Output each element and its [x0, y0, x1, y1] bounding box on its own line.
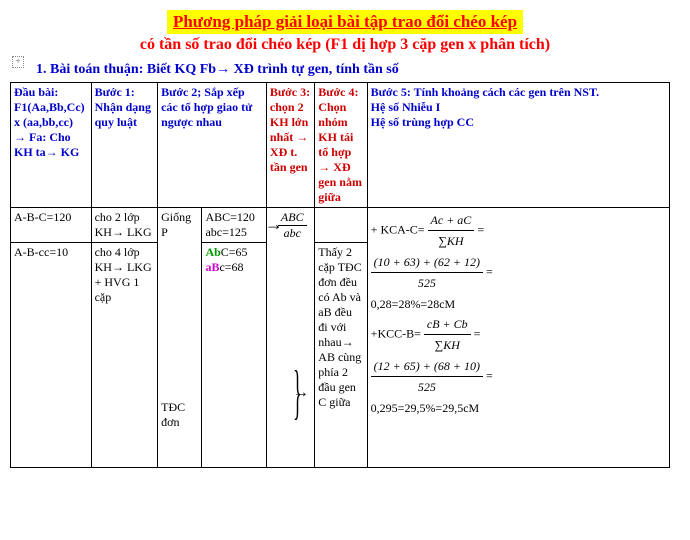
kca-result: 0,28=28%=28cM — [371, 294, 666, 314]
r1c2b: ABC=120 abc=125 — [202, 208, 266, 243]
hdr-c5b: Hệ số trùng hợp CC — [371, 115, 474, 129]
hdr-c0: Đầu bài: F1(Aa,Bb,Cc) x (aa,bb,cc) → Fa:… — [11, 83, 92, 208]
kca-exp-top: (10 + 63) + (62 + 12) — [371, 252, 483, 273]
r1c0: A-B-C=120 — [11, 208, 92, 243]
hdr-c5: Bước 5: Tính khoảng cách các gen trên NS… — [367, 83, 669, 208]
calc-cell: + KCA-C= Ac + aC ∑KH = (10 + 63) + (62 +… — [367, 208, 669, 468]
tdc-label: TĐC đơn — [161, 400, 185, 429]
kcc-den: ∑KH — [424, 335, 471, 355]
subtitle: 1. Bài toán thuận: Biết KQ Fb→ XĐ trình … — [10, 60, 680, 82]
hdr-c1: Bước 1: Nhận dạng quy luật — [91, 83, 158, 208]
same-p-label: Giống P — [161, 210, 191, 239]
r1c4-empty — [315, 208, 367, 243]
r2c0: A-B-cc=10 — [11, 243, 92, 468]
kcc-num: cB + Cb — [424, 314, 471, 335]
r1c1: cho 2 lớp KH→ LKG — [91, 208, 158, 243]
hdr-c4: Bước 4: Chọn nhóm KH tái tổ hợp → XĐ gen… — [315, 83, 367, 208]
kcc-result: 0,295=29,5%=29,5cM — [371, 398, 666, 418]
r1c2a: Giống P TĐC đơn — [158, 208, 202, 468]
kca-num: Ac + aC — [428, 210, 475, 231]
hdr-c2: Bước 2; Sắp xếp các tổ hợp giao tử ngược… — [158, 83, 267, 208]
hdr-c3: Bước 3: chọn 2 KH lớn nhất → XĐ t. tần g… — [266, 83, 314, 208]
abc125: abc=125 — [205, 225, 246, 239]
val65: C=65 — [221, 245, 248, 259]
kcc-exp-bot: 525 — [371, 377, 483, 397]
kcc-label: +KCC-B= — [371, 327, 421, 341]
kca-den: ∑KH — [428, 231, 475, 251]
title-line2: có tần số trao đổi chéo kép (F1 dị hợp 3… — [10, 34, 680, 60]
abc120: ABC=120 — [205, 210, 254, 224]
hdr-c5a: Hệ số Nhiễu I — [371, 100, 441, 114]
r2c4: Thấy 2 cặp TĐC đơn đều có Ab và aB đều đ… — [315, 243, 367, 468]
kcc-exp-top: (12 + 65) + (68 + 10) — [371, 356, 483, 377]
val68: c=68 — [219, 260, 243, 274]
method-table: Đầu bài: F1(Aa,Bb,Cc) x (aa,bb,cc) → Fa:… — [10, 82, 670, 468]
r2c2b: AbC=65 aBc=68 — [202, 243, 266, 468]
green-Ab: Ab — [205, 245, 220, 259]
r1c3: → ABC abc } → — [266, 208, 314, 468]
kca-label: + KCA-C= — [371, 223, 425, 237]
title-line1: Phương pháp giải loại bài tập trao đổi c… — [167, 10, 523, 34]
hdr-c5-main: Bước 5: Tính khoảng cách các gen trên NS… — [371, 85, 599, 99]
r2c1: cho 4 lớp KH→ LKG + HVG 1 cặp — [91, 243, 158, 468]
mag-aB: aB — [205, 260, 219, 274]
expand-marker: + — [12, 56, 24, 68]
kca-exp-bot: 525 — [371, 273, 483, 293]
